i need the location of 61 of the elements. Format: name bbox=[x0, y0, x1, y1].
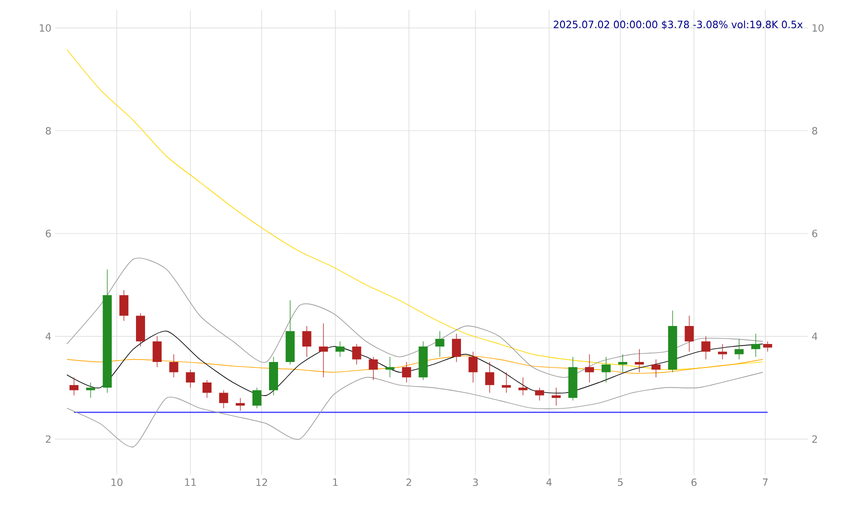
x-tick-label: 2 bbox=[406, 478, 412, 486]
candlestick bbox=[584, 354, 594, 383]
candlestick bbox=[69, 377, 79, 396]
candlestick bbox=[169, 354, 178, 378]
candlestick bbox=[535, 387, 544, 401]
line-series bbox=[66, 372, 764, 448]
candlestick bbox=[468, 351, 478, 383]
candlestick bbox=[402, 362, 412, 383]
candlestick bbox=[502, 372, 511, 394]
x-tick-label: 4 bbox=[546, 478, 552, 486]
x-tick-label: 12 bbox=[256, 478, 268, 486]
y2-tick-label: 6 bbox=[812, 230, 818, 238]
x-tick-label: 1 bbox=[333, 478, 338, 486]
candlestick bbox=[318, 323, 328, 378]
line-series bbox=[66, 258, 764, 378]
text: 2025.07.02 00:00:00 $3.78 -3.08% vol:19.8K 0.5x bbox=[554, 20, 803, 30]
x-tick-label: 6 bbox=[692, 478, 697, 486]
candlestick bbox=[336, 341, 345, 358]
candlestick bbox=[152, 336, 162, 368]
candlestick bbox=[435, 330, 444, 358]
candlestick bbox=[302, 326, 312, 358]
candlestick bbox=[485, 362, 494, 394]
candlestick bbox=[618, 354, 628, 373]
y2-tick-label: 8 bbox=[812, 126, 818, 135]
x-tick-label: 3 bbox=[473, 478, 478, 486]
candlestick bbox=[602, 356, 611, 383]
y-tick-label: 10 bbox=[40, 24, 51, 32]
candlestick bbox=[634, 348, 644, 373]
candlestick bbox=[368, 356, 378, 380]
candlestick bbox=[518, 377, 528, 396]
candlestick bbox=[452, 333, 461, 362]
candlestick bbox=[751, 333, 760, 358]
candlestick bbox=[734, 338, 744, 360]
candlestick bbox=[701, 336, 710, 360]
candlestick bbox=[684, 315, 694, 352]
y2-tick-label: 4 bbox=[812, 332, 818, 340]
candlestick bbox=[186, 369, 195, 388]
candlestick bbox=[651, 359, 660, 378]
line-series bbox=[66, 49, 764, 370]
y2-tick-label: 10 bbox=[812, 24, 824, 32]
candlestick bbox=[86, 382, 96, 398]
candlestick bbox=[385, 356, 394, 378]
y2-tick-label: 2 bbox=[812, 435, 817, 443]
candlestick bbox=[352, 344, 362, 365]
y-tick-label: 4 bbox=[46, 332, 51, 340]
line-series bbox=[66, 355, 764, 374]
candlestick bbox=[552, 387, 561, 406]
candlestick bbox=[119, 290, 128, 322]
candlestick bbox=[718, 344, 728, 360]
y-tick-label: 8 bbox=[46, 126, 51, 135]
x-tick-label: 10 bbox=[112, 478, 122, 486]
candlestick bbox=[252, 387, 262, 409]
y-tick-label: 2 bbox=[46, 435, 50, 443]
x-tick-label: 11 bbox=[185, 478, 196, 486]
candlestick bbox=[236, 398, 245, 412]
x-tick-label: 7 bbox=[762, 478, 768, 486]
candlestick bbox=[202, 380, 212, 398]
candlestick bbox=[763, 341, 772, 352]
candlestick bbox=[219, 390, 228, 409]
x-tick-label: 5 bbox=[618, 478, 623, 486]
y-tick-label: 6 bbox=[46, 230, 51, 238]
